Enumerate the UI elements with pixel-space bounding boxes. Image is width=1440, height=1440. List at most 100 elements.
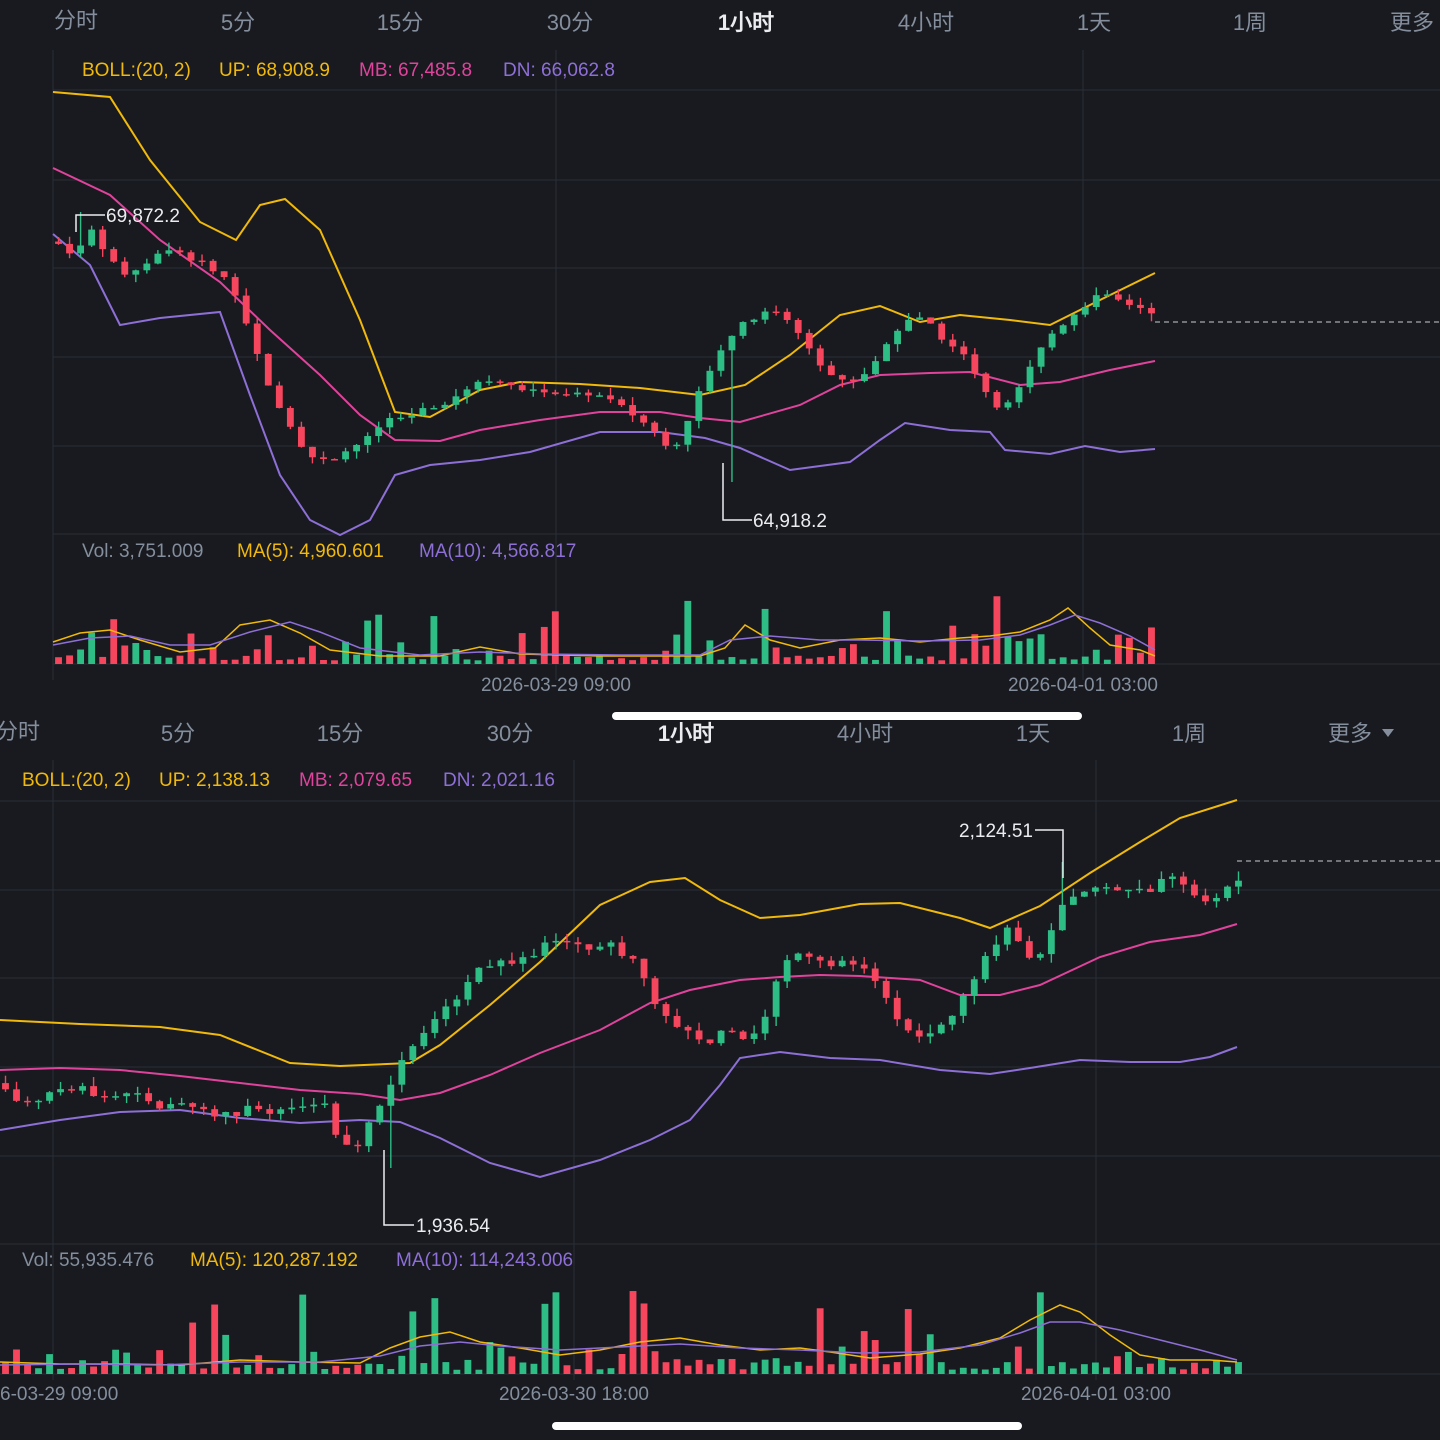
- tab-4h[interactable]: 4小时: [837, 721, 893, 746]
- candle-bearish: [198, 260, 206, 263]
- tab-1w[interactable]: 1周: [1172, 721, 1206, 746]
- tab-fenshi[interactable]: 分时: [54, 8, 98, 33]
- tab-1h-active[interactable]: 1小时: [718, 10, 774, 35]
- tab-5m[interactable]: 5分: [221, 10, 255, 35]
- volume-bar-up: [134, 1363, 142, 1374]
- candle-bearish: [728, 1030, 736, 1033]
- candle-bearish: [816, 348, 824, 366]
- tab-1w[interactable]: 1周: [1233, 10, 1267, 35]
- candle-bearish: [264, 353, 272, 386]
- candle-bearish: [882, 980, 890, 998]
- volume-bar-up: [861, 656, 868, 664]
- volume-bar-up: [409, 1311, 417, 1374]
- candle-bullish: [397, 417, 405, 420]
- candle-bullish: [1036, 954, 1044, 958]
- volume-bar-up: [77, 649, 85, 664]
- candle-bearish: [24, 1100, 31, 1103]
- volume-bar-down: [242, 655, 250, 664]
- volume-bar-down: [1125, 637, 1133, 664]
- tab-fenshi[interactable]: 分时: [0, 719, 40, 744]
- volume-bar-down: [563, 1365, 571, 1374]
- volume-bar-down: [695, 1359, 703, 1374]
- volume-bar-up: [1224, 1366, 1231, 1374]
- volume-bar-up: [486, 1342, 494, 1374]
- volume-bar-down: [927, 656, 935, 664]
- volume-bar-down: [1137, 652, 1144, 664]
- volume-bar-down: [220, 659, 228, 664]
- volume-bar-up: [1081, 656, 1089, 664]
- btc-low-label: 64,918.2: [753, 511, 827, 532]
- volume-bar-up: [673, 634, 681, 664]
- candle-bullish: [1015, 387, 1023, 403]
- tab-4h[interactable]: 4小时: [898, 10, 954, 35]
- tab-1d[interactable]: 1天: [1077, 10, 1111, 35]
- candle-bullish: [474, 381, 482, 390]
- volume-bar-up: [596, 654, 603, 664]
- candle-bearish: [220, 271, 228, 278]
- btc-boll-legend: BOLL:(20, 2) UP: 68,908.9 MB: 67,485.8 D…: [82, 60, 615, 81]
- candle-bearish: [2, 1083, 9, 1090]
- candle-bullish: [299, 1106, 307, 1108]
- volume-bar-down: [904, 1309, 912, 1374]
- tab-more[interactable]: 更多: [1328, 721, 1372, 746]
- tab-1d[interactable]: 1天: [1016, 721, 1050, 746]
- candle-bullish: [706, 370, 714, 392]
- candle-bullish: [442, 1006, 450, 1020]
- volume-bar-up: [35, 1368, 42, 1374]
- boll-params: BOLL:(20, 2): [22, 770, 131, 791]
- eth-low-annotation: 1,936.54: [383, 1150, 490, 1237]
- btc-timeframe-tabs: 分时 5分 15分 30分 1小时 4小时 1天 1周 更多: [54, 8, 1434, 35]
- candle-bearish: [1113, 887, 1121, 891]
- candle-bullish: [519, 957, 527, 964]
- volume-bar-down: [1191, 1362, 1198, 1374]
- volume-bar-up: [1092, 649, 1100, 664]
- vol-ma10-value: MA(10): 4,566.817: [419, 541, 576, 562]
- volume-bar-down: [297, 657, 305, 664]
- candle-bearish: [816, 956, 824, 961]
- candle-bearish: [1137, 304, 1144, 308]
- volume-bar-up: [894, 639, 901, 664]
- candle-bullish: [244, 1105, 252, 1116]
- tab-15m[interactable]: 15分: [317, 721, 363, 746]
- volume-bar-up: [1091, 1362, 1099, 1374]
- candle-bullish: [1069, 896, 1077, 905]
- volume-bar-up: [750, 1362, 758, 1374]
- volume-bar-up: [474, 660, 482, 664]
- candle-bearish: [827, 960, 835, 967]
- candle-bearish: [563, 940, 571, 943]
- tab-5m[interactable]: 5分: [161, 721, 195, 746]
- candle-bullish: [761, 311, 769, 320]
- volume-bar-down: [66, 655, 73, 664]
- candle-bullish: [1091, 887, 1099, 892]
- candle-bearish: [189, 1103, 197, 1107]
- candle-bearish: [187, 252, 195, 261]
- chevron-down-icon[interactable]: [1382, 729, 1394, 737]
- volume-bar-down: [618, 658, 625, 664]
- tab-15m[interactable]: 15分: [377, 10, 423, 35]
- candle-bearish: [343, 1134, 351, 1145]
- candle-bearish: [55, 241, 62, 244]
- candle-bullish: [1070, 314, 1078, 326]
- tab-1h-active[interactable]: 1小时: [658, 721, 714, 746]
- candle-bullish: [485, 381, 493, 383]
- btc-panel: 分时 5分 15分 30分 1小时 4小时 1天 1周 更多 BOLL:(20,…: [52, 8, 1440, 720]
- tab-30m[interactable]: 30分: [487, 721, 533, 746]
- candle-bullish: [1124, 889, 1132, 892]
- tab-30m[interactable]: 30分: [547, 10, 593, 35]
- eth-low-label: 1,936.54: [416, 1216, 490, 1237]
- candle-bullish: [1026, 366, 1034, 388]
- candle-bearish: [618, 399, 625, 406]
- candle-bearish: [540, 389, 548, 393]
- volume-bar-down: [728, 1359, 736, 1374]
- candle-bearish: [176, 250, 184, 253]
- tab-more[interactable]: 更多: [1390, 10, 1434, 35]
- btc-vol-ma10-line: [52, 614, 1156, 656]
- candle-bullish: [937, 1024, 945, 1034]
- volume-bar-down: [275, 660, 283, 664]
- volume-bar-up: [1102, 1367, 1110, 1374]
- volume-bar-up: [408, 657, 416, 664]
- volume-bar-up: [244, 1364, 252, 1374]
- candle-bullish: [1224, 886, 1231, 898]
- volume-bar-up: [916, 658, 924, 664]
